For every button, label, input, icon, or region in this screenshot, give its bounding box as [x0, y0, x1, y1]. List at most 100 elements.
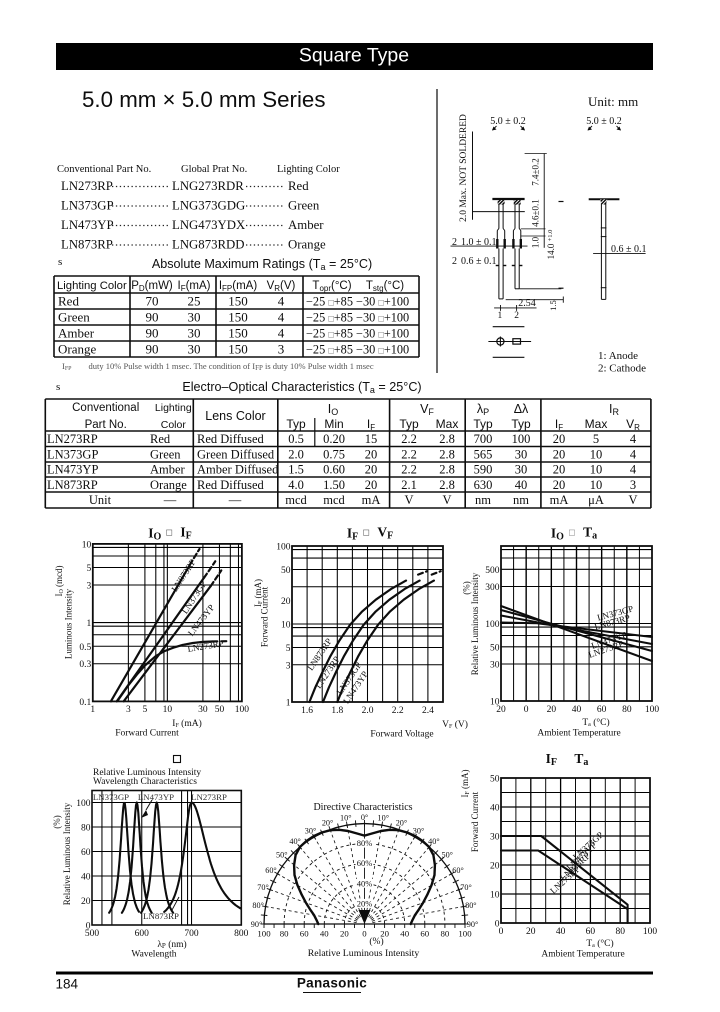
svg-text:Amber: Amber: [288, 218, 324, 232]
svg-text:10: 10: [281, 621, 291, 631]
svg-text:10: 10: [590, 478, 603, 492]
svg-text:0: 0: [495, 920, 500, 930]
svg-text:Red: Red: [58, 294, 79, 309]
svg-text:λP (nm): λP (nm): [157, 939, 186, 950]
svg-text:1.5: 1.5: [288, 463, 304, 477]
svg-text:2.8: 2.8: [439, 463, 455, 477]
svg-text:5: 5: [593, 432, 599, 446]
svg-text:4: 4: [278, 310, 285, 325]
svg-text:LN273RP: LN273RP: [191, 792, 227, 802]
svg-text:s: s: [56, 381, 60, 393]
svg-text:30°: 30°: [413, 826, 424, 835]
svg-text:20: 20: [490, 862, 500, 872]
svg-text:VR: VR: [626, 417, 640, 432]
svg-text:IF: IF: [555, 417, 563, 432]
svg-text:20: 20: [281, 597, 291, 607]
svg-text:90°: 90°: [251, 920, 262, 929]
svg-text:LNG873RDD: LNG873RDD: [172, 238, 245, 252]
svg-text:Conventional: Conventional: [72, 402, 139, 414]
svg-text:Typ: Typ: [399, 417, 419, 431]
svg-text:2: Cathode: 2: Cathode: [598, 363, 646, 375]
svg-text:Luminous Intensity: Luminous Intensity: [64, 588, 74, 659]
svg-text:10: 10: [163, 705, 173, 715]
svg-text:20: 20: [340, 929, 349, 939]
svg-text:IF (mA): IF (mA): [460, 769, 471, 797]
svg-text:3: 3: [630, 478, 636, 492]
svg-text:1.0 ± 0.1: 1.0 ± 0.1: [461, 237, 497, 248]
svg-text:500: 500: [485, 566, 500, 576]
svg-text:30: 30: [490, 661, 500, 671]
svg-text:40: 40: [81, 873, 91, 883]
svg-text:100: 100: [458, 929, 472, 939]
svg-text:Relative Luminous Intensity: Relative Luminous Intensity: [308, 948, 420, 959]
svg-text:90: 90: [146, 342, 159, 357]
svg-text:LN473YP: LN473YP: [138, 792, 174, 802]
svg-text:50°: 50°: [441, 850, 452, 859]
svg-text:0: 0: [362, 929, 367, 939]
svg-text:Red: Red: [288, 179, 309, 193]
svg-text:10: 10: [490, 891, 500, 901]
svg-text:80: 80: [280, 929, 289, 939]
svg-text:VF: VF: [420, 402, 434, 417]
svg-text:5.0 mm × 5.0 mm Series: 5.0 mm × 5.0 mm Series: [82, 87, 325, 112]
svg-text:λP: λP: [477, 402, 489, 417]
svg-text:4: 4: [630, 432, 637, 446]
svg-text:0.6 ± 0.1: 0.6 ± 0.1: [461, 256, 497, 267]
svg-text:mcd: mcd: [323, 493, 345, 507]
svg-text:60: 60: [597, 705, 607, 715]
svg-text:IO□ Ta: IO □ Ta: [551, 525, 597, 543]
svg-text:Amber Diffused: Amber Diffused: [197, 463, 279, 477]
svg-text:40: 40: [515, 478, 528, 492]
svg-text:1.50: 1.50: [323, 478, 345, 492]
svg-text:μA: μA: [588, 493, 604, 507]
svg-text:Relative Luminous Intensity: Relative Luminous Intensity: [93, 768, 201, 778]
svg-text:Lighting Color: Lighting Color: [277, 164, 340, 175]
svg-text:Red Diffused: Red Diffused: [197, 432, 265, 446]
svg-text:1.8: 1.8: [331, 706, 343, 716]
svg-text:25: 25: [188, 294, 201, 309]
svg-text:60: 60: [81, 848, 91, 858]
svg-text:70°: 70°: [257, 883, 268, 892]
svg-text:LNG373GDG: LNG373GDG: [172, 199, 245, 213]
svg-text:3: 3: [286, 661, 291, 671]
svg-text:30: 30: [198, 705, 208, 715]
svg-text:LN373GP: LN373GP: [61, 199, 114, 213]
svg-text:2: 2: [514, 311, 519, 321]
svg-text:2.0: 2.0: [288, 447, 304, 461]
svg-text:100: 100: [257, 929, 271, 939]
svg-text:10: 10: [82, 540, 92, 550]
svg-text:Wavelength: Wavelength: [131, 950, 176, 960]
svg-text:Relative Luminous Intensity: Relative Luminous Intensity: [62, 802, 72, 905]
svg-text:—: —: [228, 493, 242, 507]
svg-text:700: 700: [184, 929, 199, 939]
svg-text:2.0: 2.0: [362, 706, 374, 716]
svg-text:100: 100: [512, 432, 531, 446]
svg-text:LN473YP: LN473YP: [61, 218, 114, 232]
svg-text:20%: 20%: [357, 898, 373, 908]
svg-text:Typ: Typ: [511, 417, 531, 431]
svg-text:1.6: 1.6: [301, 706, 313, 716]
svg-text:1: 1: [498, 311, 503, 321]
svg-text:184: 184: [56, 977, 79, 992]
svg-text:LN273RP: LN273RP: [47, 432, 98, 446]
svg-text:Color: Color: [161, 419, 187, 431]
svg-text:4.6±0.1: 4.6±0.1: [531, 199, 541, 226]
svg-text:2.0 Max. NOT SOLDERED: 2.0 Max. NOT SOLDERED: [459, 114, 469, 222]
svg-text:IF (mA): IF (mA): [172, 718, 201, 729]
svg-text:5: 5: [286, 644, 291, 654]
svg-text:Unit: Unit: [89, 493, 112, 507]
svg-text:80°: 80°: [252, 901, 263, 910]
svg-text:60: 60: [300, 929, 309, 939]
svg-text:10°: 10°: [378, 813, 389, 822]
svg-text:−25 □+85 −30 □+100: −25 □+85 −30 □+100: [306, 295, 409, 309]
svg-text:100: 100: [276, 543, 291, 553]
svg-text:4: 4: [630, 463, 637, 477]
svg-text:14.0 +1.0: 14.0 +1.0: [546, 230, 556, 260]
svg-text:10: 10: [490, 698, 500, 708]
svg-text:Relative Luminous Intensity: Relative Luminous Intensity: [470, 572, 480, 675]
svg-text:0.20: 0.20: [323, 432, 345, 446]
svg-text:LN273RP: LN273RP: [187, 638, 225, 654]
svg-text:Directive Characteristics: Directive Characteristics: [313, 802, 412, 813]
svg-text:Red: Red: [150, 432, 171, 446]
svg-text:2.2: 2.2: [401, 463, 417, 477]
